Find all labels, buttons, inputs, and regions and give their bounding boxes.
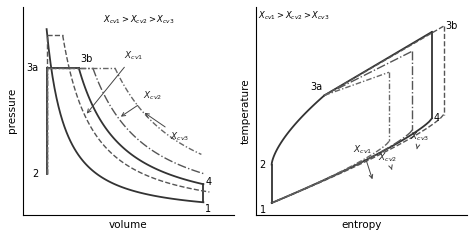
Text: $X_{cv1}$: $X_{cv1}$ <box>87 50 143 113</box>
Text: 2: 2 <box>32 169 38 179</box>
Text: 4: 4 <box>205 177 211 187</box>
Text: $X_{cv2}$: $X_{cv2}$ <box>378 151 398 169</box>
Text: 3b: 3b <box>81 54 93 64</box>
Text: 3a: 3a <box>310 82 322 91</box>
Text: $X_{cv3}$: $X_{cv3}$ <box>146 114 190 143</box>
Text: 2: 2 <box>260 160 266 169</box>
Text: $X_{cv1} > X_{cv2} > X_{cv3}$: $X_{cv1} > X_{cv2} > X_{cv3}$ <box>258 9 329 22</box>
Text: 4: 4 <box>434 114 440 123</box>
Text: 1: 1 <box>205 204 211 214</box>
X-axis label: volume: volume <box>109 220 147 230</box>
X-axis label: entropy: entropy <box>341 220 382 230</box>
Text: $X_{cv1}$: $X_{cv1}$ <box>353 143 373 178</box>
Text: $X_{cv2}$: $X_{cv2}$ <box>122 89 162 116</box>
Y-axis label: temperature: temperature <box>240 78 250 144</box>
Text: 3a: 3a <box>27 63 38 73</box>
Text: 3b: 3b <box>446 21 458 31</box>
Text: 1: 1 <box>260 205 266 215</box>
Text: $X_{cv1} > X_{cv2} > X_{cv3}$: $X_{cv1} > X_{cv2} > X_{cv3}$ <box>103 13 174 26</box>
Text: $X_{cv3}$: $X_{cv3}$ <box>410 131 429 149</box>
Y-axis label: pressure: pressure <box>7 88 17 133</box>
